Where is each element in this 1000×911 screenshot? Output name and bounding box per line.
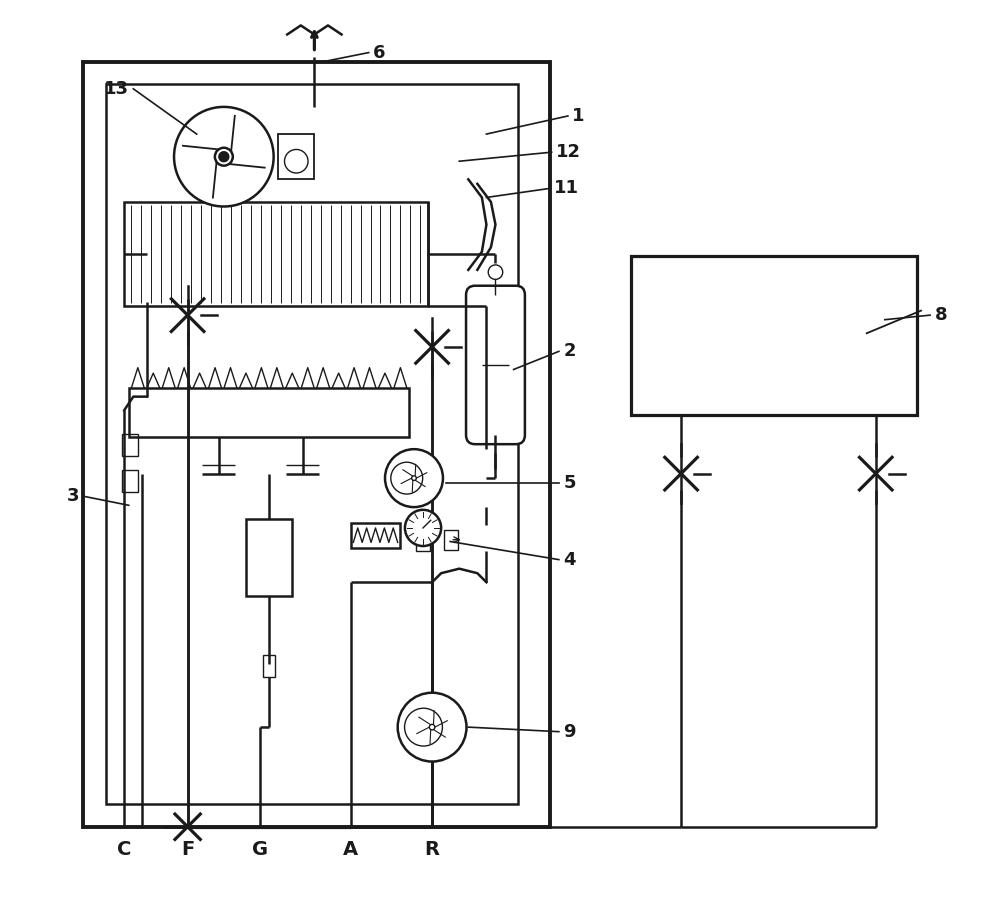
Bar [631, 256, 917, 415]
Text: 2: 2 [563, 343, 576, 361]
Circle shape [215, 148, 233, 166]
Circle shape [219, 152, 229, 161]
FancyBboxPatch shape [466, 286, 525, 445]
Text: 8: 8 [935, 306, 947, 324]
Bar [129, 387, 409, 437]
Circle shape [412, 476, 416, 480]
Bar [351, 523, 400, 548]
Bar [122, 434, 138, 456]
Text: 4: 4 [563, 550, 576, 568]
Bar [416, 537, 430, 550]
Circle shape [385, 449, 443, 507]
Circle shape [405, 510, 441, 546]
Text: 5: 5 [563, 474, 576, 492]
Bar [106, 85, 518, 804]
Circle shape [398, 692, 466, 762]
Text: C: C [117, 840, 131, 859]
Text: 1: 1 [572, 107, 585, 125]
Text: 6: 6 [373, 44, 386, 62]
Bar [83, 62, 550, 826]
Text: F: F [181, 840, 194, 859]
Bar [263, 655, 275, 678]
Circle shape [174, 107, 274, 207]
Bar [246, 519, 292, 596]
Text: 3: 3 [66, 487, 79, 506]
Text: R: R [425, 840, 440, 859]
Text: 11: 11 [554, 179, 579, 198]
Text: G: G [252, 840, 268, 859]
Text: 13: 13 [104, 80, 129, 97]
Bar [278, 134, 314, 179]
Bar [124, 202, 428, 306]
Text: A: A [343, 840, 358, 859]
Circle shape [429, 724, 435, 730]
Bar [444, 529, 458, 549]
Text: 9: 9 [563, 722, 576, 741]
Circle shape [285, 149, 308, 173]
Bar [122, 470, 138, 492]
Text: 12: 12 [556, 143, 581, 161]
Circle shape [488, 265, 503, 280]
